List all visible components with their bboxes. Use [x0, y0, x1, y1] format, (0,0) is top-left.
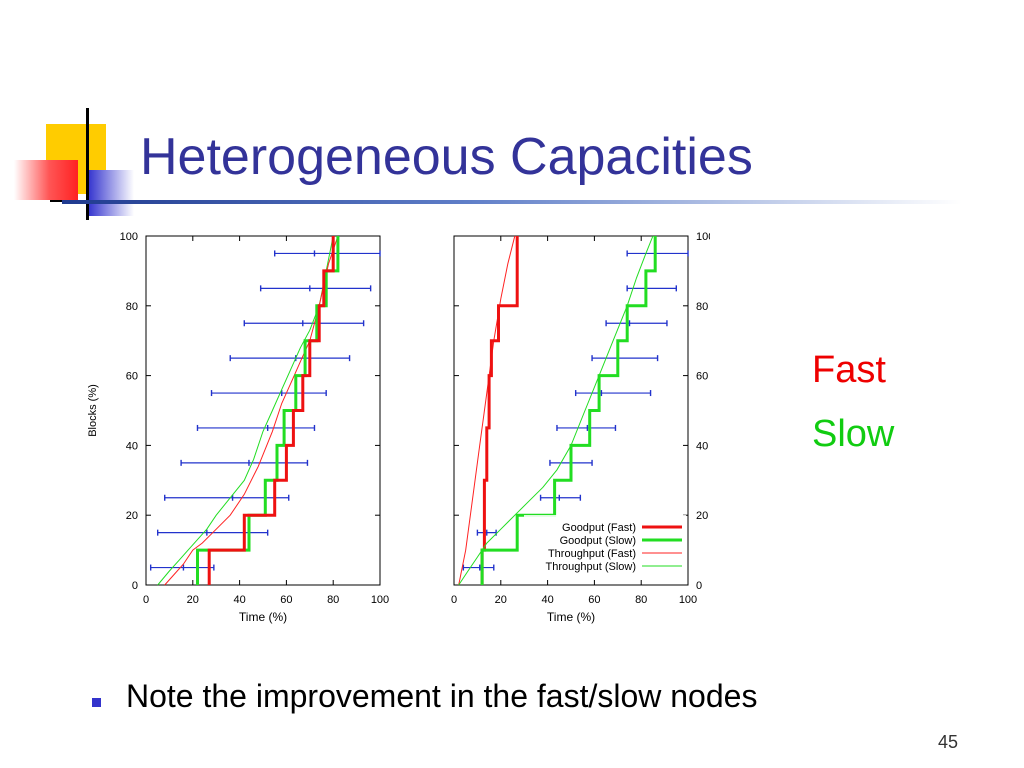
chart2-y-tick-label: 0: [696, 580, 702, 592]
chart1-y-tick-label: 40: [126, 440, 138, 452]
charts-svg: 0 20 40 60 80 100 0 20 40 60 80 100 Time (%) Blocks (…: [87, 231, 741, 624]
slide-number: 45: [938, 732, 959, 752]
chart2-x-tick-label: 20: [495, 594, 507, 606]
chart1-x-tick-label: 20: [187, 594, 199, 606]
chart1-series-throughput-slow: [157, 235, 334, 586]
chart1-plot-frame: [145, 235, 381, 586]
chart1-x-tick-label: 100: [371, 594, 389, 606]
chart1-y-tick-label: 20: [126, 510, 138, 522]
chart2-series-throughput-slow: [458, 235, 654, 586]
fast-label: Fast: [812, 349, 886, 391]
chart1-y-tick-label: 100: [120, 231, 138, 243]
chart2-y-tick-label: 100: [696, 231, 710, 243]
chart1-x-axis-label: Time (%): [239, 610, 287, 624]
slide-title: Heterogeneous Capacities: [140, 128, 753, 186]
chart1-x-tick-label: 0: [143, 594, 149, 606]
chart1-x-tick-label: 80: [327, 594, 339, 606]
chart2-x-tick-label: 60: [588, 594, 600, 606]
chart2-legend-background: [524, 515, 686, 573]
chart-area: 0 20 40 60 80 100 0 20 40 60 80 100 Time (%) Blocks (…: [70, 220, 741, 645]
chart1-x-tick-label: 40: [233, 594, 245, 606]
chart2-series-goodput-fast: [480, 236, 519, 585]
chart2-x-tick-label: 80: [635, 594, 647, 606]
chart2-y-tick-label: 80: [696, 301, 708, 313]
chart2-y-tick-label: 40: [696, 440, 708, 452]
deco-red-square: [14, 160, 78, 200]
chart2-legend-label: Throughput (Fast): [548, 548, 636, 560]
slow-label: Slow: [812, 413, 895, 455]
chart2-plot-frame: [453, 235, 689, 586]
bullet-marker: [92, 698, 101, 707]
chart2-legend-label: Goodput (Slow): [560, 535, 636, 547]
chart1-x-tick-label: 60: [280, 594, 292, 606]
chart1-y-tick-label: 0: [132, 580, 138, 592]
chart2-x-tick-label: 40: [541, 594, 553, 606]
chart2-y-tick-label: 60: [696, 371, 708, 383]
title-underline: [62, 200, 962, 204]
bullet-text: Note the improvement in the fast/slow no…: [126, 678, 758, 714]
chart2-legend-label: Goodput (Fast): [562, 522, 636, 534]
chart2-y-tick-label: 20: [696, 510, 708, 522]
chart2-series-throughput-fast: [458, 235, 516, 586]
deco-vertical-line: [86, 108, 89, 220]
chart1-y-tick-label: 60: [126, 371, 138, 383]
chart2-x-axis-label: Time (%): [547, 610, 595, 624]
deco-blue-square: [86, 170, 134, 216]
chart1-y-axis-label: Blocks (%): [87, 384, 99, 437]
chart2-x-tick-label: 0: [451, 594, 457, 606]
chart1-series-throughput-fast: [164, 235, 339, 586]
chart1-series-goodput-fast: [207, 236, 335, 585]
chart2-x-tick-label: 100: [679, 594, 697, 606]
chart2-series-goodput-slow: [480, 236, 657, 585]
chart1-y-tick-label: 80: [126, 301, 138, 313]
chart2-legend-label: Throughput (Slow): [546, 561, 637, 573]
